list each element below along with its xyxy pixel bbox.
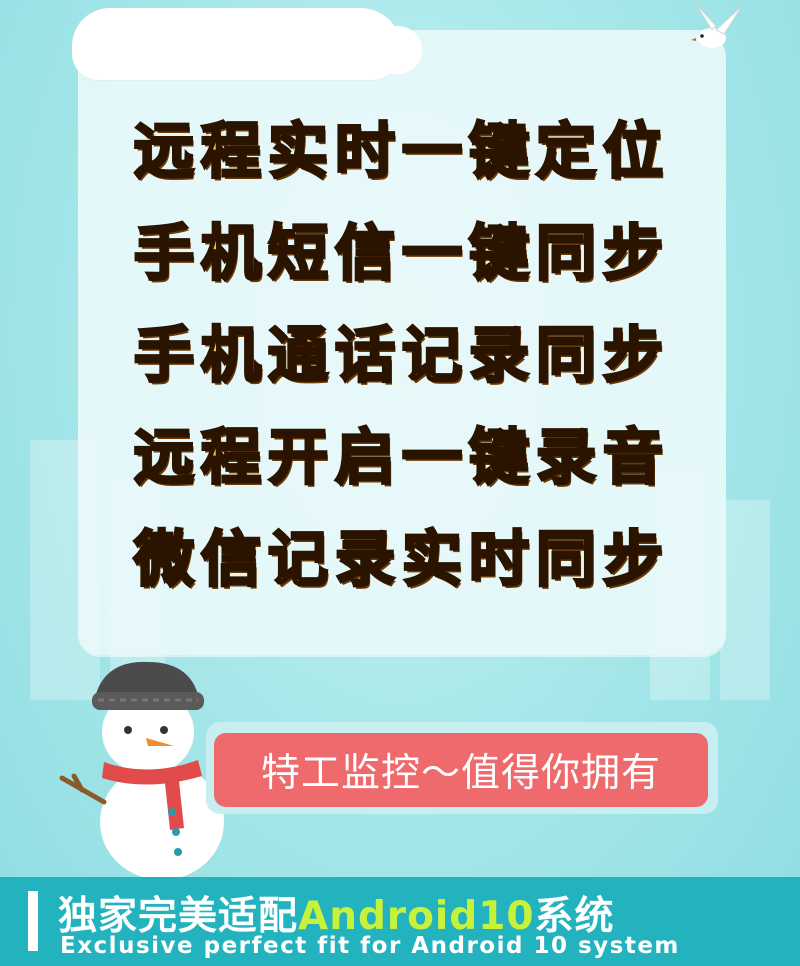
footer-accent-bar <box>28 891 38 951</box>
snowman-illustration <box>59 661 227 880</box>
footer-title-prefix: 独家完美适配 <box>58 894 299 939</box>
bg-building <box>720 500 770 700</box>
footer: 独家完美适配Android10系统 Exclusive perfect fit … <box>0 877 800 966</box>
feature-line-4: 远程开启一键录音 <box>133 422 670 495</box>
footer-title-highlight: Android10 <box>298 894 535 939</box>
footer-subtitle: Exclusive perfect fit for Android 10 sys… <box>60 933 680 959</box>
feature-panel <box>78 30 726 655</box>
feature-line-3: 手机通话记录同步 <box>133 320 670 393</box>
slogan-banner: 特工监控～值得你拥有 <box>214 733 708 807</box>
feature-line-2: 手机短信一键同步 <box>133 218 670 291</box>
bird-icon <box>691 3 743 48</box>
footer-title: 独家完美适配Android10系统 <box>58 885 614 941</box>
feature-line-5: 微信记录实时同步 <box>133 524 670 597</box>
footer-title-suffix: 系统 <box>534 894 615 939</box>
snow-cap <box>72 8 422 80</box>
feature-line-1: 远程实时一键定位 <box>133 116 670 189</box>
